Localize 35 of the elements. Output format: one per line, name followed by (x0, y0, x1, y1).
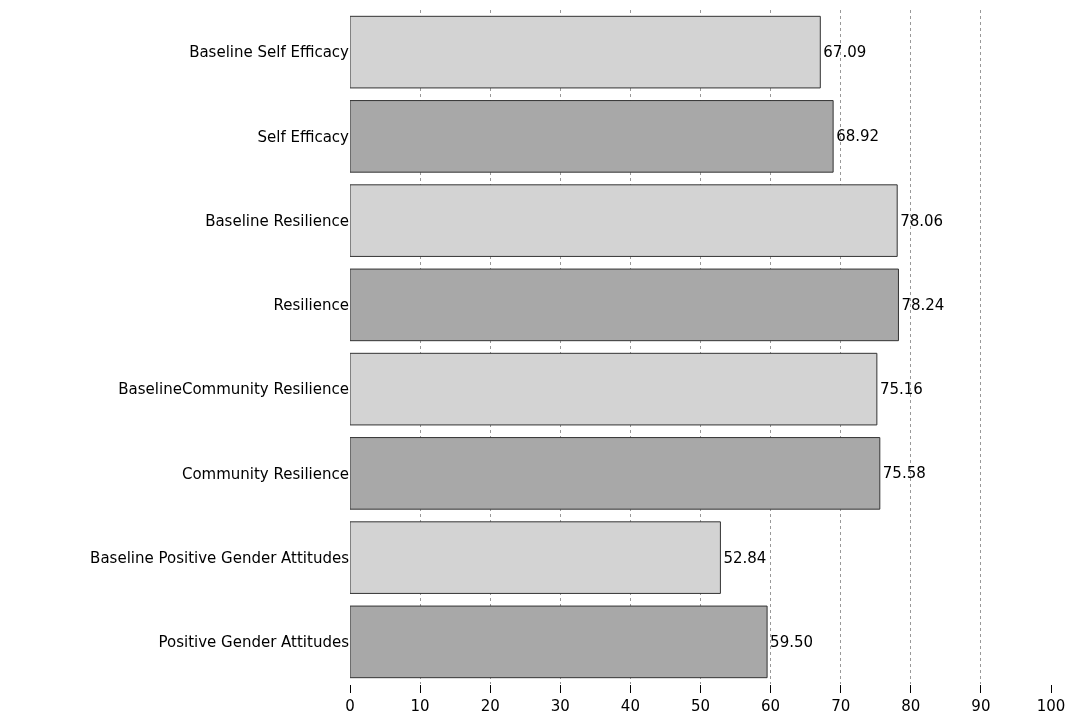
bar (350, 100, 834, 173)
bar (350, 15, 821, 89)
y-tick-label: Positive Gender Attitudes (158, 633, 350, 652)
bar (350, 268, 899, 342)
y-tick-label: Resilience (273, 296, 349, 315)
data-label: 67.09 (823, 43, 867, 62)
y-tick-label: Self Efficacy (257, 127, 350, 146)
x-tick-label: 40 (620, 697, 640, 715)
x-tick-label: 0 (345, 697, 355, 715)
data-label: 78.24 (901, 295, 945, 314)
data-label: 52.84 (723, 548, 767, 567)
y-tick-label: Community Resilience (181, 464, 349, 483)
y-tick-label: Baseline Positive Gender Attitudes (90, 548, 350, 567)
y-tick-label: Baseline Resilience (205, 211, 349, 230)
x-tick-label: 30 (550, 697, 570, 715)
bar (350, 352, 878, 426)
x-tick-label: 70 (831, 697, 851, 715)
data-label: 75.58 (882, 464, 926, 483)
y-tick-label: Baseline Self Efficacy (189, 43, 350, 62)
x-tick-label: 10 (410, 697, 430, 715)
x-tick-label: 20 (480, 697, 500, 715)
bar (350, 184, 898, 257)
data-label: 68.92 (836, 127, 880, 146)
data-label: 59.50 (770, 632, 814, 651)
bar (350, 437, 881, 510)
y-tick-label: BaselineCommunity Resilience (118, 380, 349, 399)
x-tick-label: 50 (690, 697, 711, 715)
x-tick-label: 100 (1036, 697, 1066, 715)
x-tick-label: 90 (971, 697, 991, 715)
bar (350, 605, 768, 679)
x-tick-label: 80 (901, 697, 921, 715)
data-label: 78.06 (900, 211, 944, 230)
bar (350, 521, 721, 594)
data-label: 75.16 (879, 380, 923, 399)
x-tick-label: 60 (761, 697, 781, 715)
